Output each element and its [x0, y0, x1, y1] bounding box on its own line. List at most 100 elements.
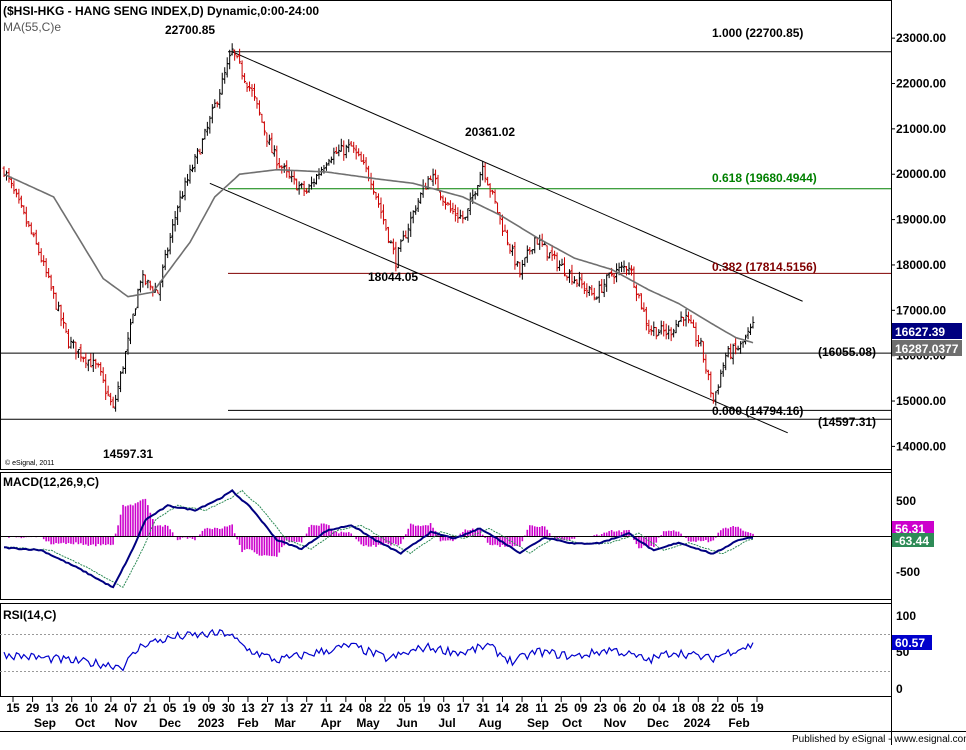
- annotation-mid-low: 18044.05: [368, 270, 418, 284]
- price-bar: [106, 385, 110, 397]
- price-bar: [404, 230, 408, 239]
- price-bar: [352, 141, 356, 153]
- price-bar: [32, 232, 36, 238]
- macd-line: [3, 489, 754, 589]
- macd-hist-value: 56.31: [895, 522, 925, 536]
- price-bar: [364, 157, 368, 173]
- trend-channel: [209, 51, 803, 434]
- price-bar: [334, 146, 338, 154]
- x-day-label: 07: [124, 701, 138, 715]
- price-bar: [54, 292, 58, 310]
- price-bar: [248, 81, 252, 92]
- price-bar: [205, 121, 209, 136]
- price-bar: [362, 154, 366, 165]
- price-bar: [200, 138, 204, 155]
- price-bar: [146, 279, 150, 289]
- macd-value-tag: [892, 533, 934, 547]
- ma55-line: [3, 168, 754, 344]
- price-bar: [468, 192, 472, 216]
- price-bar: [24, 206, 28, 227]
- price-bar: [461, 210, 465, 224]
- price-bar: [66, 329, 70, 349]
- price-bar: [133, 308, 137, 316]
- price-bar: [434, 169, 438, 185]
- macd-tick-neg500: -500: [896, 565, 920, 579]
- price-bar: [347, 139, 351, 153]
- price-bar: [386, 226, 390, 244]
- price-bar: [178, 190, 182, 213]
- price-bar: [716, 384, 720, 395]
- price-bar: [9, 176, 13, 189]
- price-bar: [699, 337, 703, 347]
- price-bar: [714, 391, 718, 406]
- x-month-label: Jul: [438, 716, 455, 730]
- x-day-label: 14: [496, 701, 510, 715]
- price-bar: [729, 343, 733, 360]
- price-bar: [602, 279, 606, 298]
- price-bar: [612, 273, 616, 285]
- price-tick-label: 19000.00: [896, 213, 946, 227]
- price-bar: [414, 205, 418, 215]
- price-bar: [76, 349, 80, 358]
- price-bar: [672, 328, 676, 338]
- price-bar: [481, 160, 485, 181]
- price-bar: [235, 55, 239, 59]
- price-bar: [176, 205, 180, 226]
- price-bar: [431, 168, 435, 186]
- x-month-label: Nov: [604, 716, 627, 730]
- price-bar: [329, 156, 333, 164]
- price-bar: [381, 204, 385, 225]
- x-month-label: Jun: [396, 716, 417, 730]
- price-bar: [563, 257, 567, 277]
- x-month-label: 2023: [198, 716, 225, 730]
- price-bar: [111, 396, 115, 409]
- price-bar: [553, 250, 557, 260]
- x-day-label: 05: [731, 701, 745, 715]
- price-bar: [605, 274, 609, 292]
- price-bar: [654, 326, 658, 340]
- price-bar: [409, 211, 413, 237]
- price-bar: [560, 258, 564, 266]
- price-bar: [520, 259, 524, 280]
- price-bar: [220, 72, 224, 95]
- price-bar: [394, 241, 398, 272]
- price-bar: [148, 280, 152, 291]
- price-bar: [476, 185, 480, 197]
- price-bar: [59, 304, 63, 327]
- price-bar: [255, 97, 259, 109]
- price-bar: [644, 306, 648, 331]
- macd-histogram: [5, 498, 754, 557]
- price-bar: [453, 204, 457, 222]
- price-bar: [746, 327, 750, 340]
- price-bar: [124, 351, 128, 374]
- price-bar: [483, 162, 487, 183]
- price-bar: [233, 49, 237, 61]
- price-bar: [310, 176, 314, 190]
- price-tick-label: 20000.00: [896, 167, 946, 181]
- price-bar: [448, 200, 452, 213]
- last-price-label: 16627.39: [895, 325, 945, 339]
- price-bar: [620, 261, 624, 273]
- footer-credit: Published by eSignal - www.esignal.com: [792, 734, 966, 745]
- price-bar: [166, 247, 170, 259]
- price-bar: [567, 269, 571, 283]
- price-bar: [47, 267, 51, 279]
- price-bar: [292, 171, 296, 185]
- price-bar: [572, 276, 576, 284]
- price-bar: [109, 392, 113, 406]
- price-bar: [223, 67, 227, 84]
- price-bar: [505, 229, 509, 246]
- price-bar: [580, 273, 584, 289]
- price-bar: [682, 316, 686, 327]
- rsi-value-tag: [892, 635, 932, 650]
- price-bar: [372, 180, 376, 195]
- fibonacci-levels: [228, 51, 891, 411]
- price-bar: [317, 168, 321, 180]
- price-bar: [741, 341, 745, 348]
- rsi-title: RSI(14,C): [3, 608, 56, 622]
- price-bar: [751, 316, 755, 329]
- price-bar: [215, 101, 219, 108]
- price-bar: [238, 48, 242, 64]
- price-bar: [190, 164, 194, 173]
- price-bar: [545, 245, 549, 261]
